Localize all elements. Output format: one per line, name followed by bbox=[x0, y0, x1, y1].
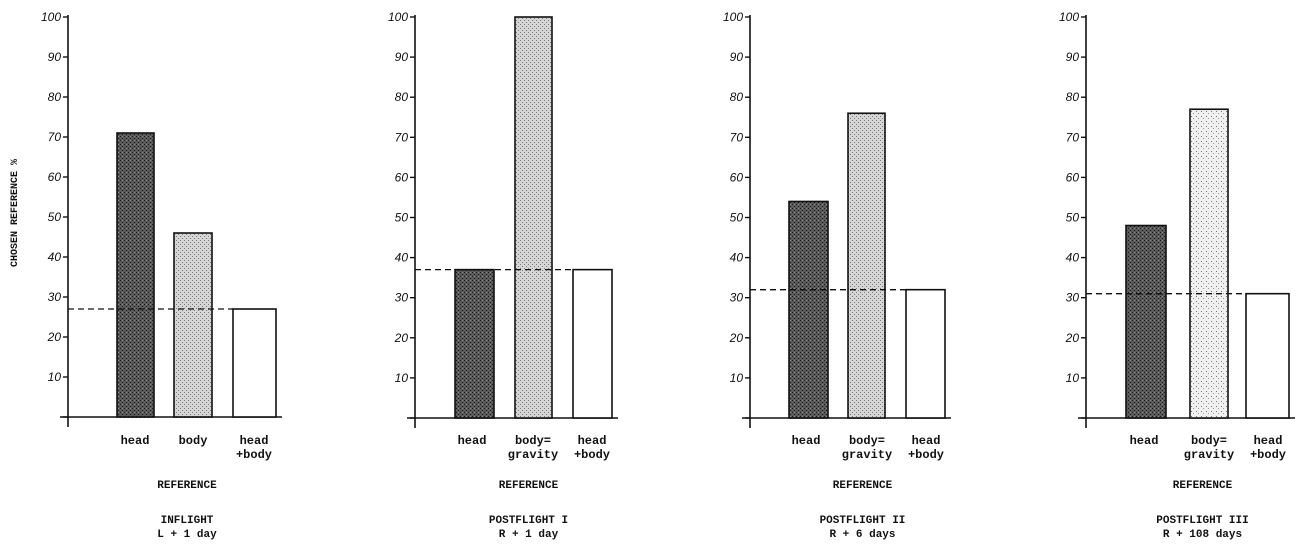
category-label: head bbox=[240, 434, 269, 448]
chart-panel-4: 10 20 30 40 50 60 70 80 90 100 head body=gravity hea… bbox=[1059, 10, 1295, 541]
y-tick-label: 90 bbox=[395, 50, 409, 64]
y-tick-label: 30 bbox=[730, 291, 744, 305]
bar-head bbox=[788, 200, 829, 419]
chart-title: R + 108 days bbox=[1163, 529, 1242, 541]
bar-bodygravity bbox=[514, 16, 553, 419]
category-label: +body bbox=[236, 448, 272, 462]
chart-title: INFLIGHT bbox=[161, 515, 214, 527]
x-axis-label: REFERENCE bbox=[1173, 480, 1233, 492]
y-tick-label: 50 bbox=[1066, 211, 1080, 225]
bar-head bbox=[116, 132, 155, 418]
y-tick-label: 100 bbox=[41, 10, 61, 24]
category-label: +body bbox=[908, 448, 944, 462]
category-label: head bbox=[578, 434, 607, 448]
y-tick-label: 10 bbox=[48, 370, 62, 384]
chart-title: POSTFLIGHT III bbox=[1156, 515, 1248, 527]
chart-title: R + 1 day bbox=[499, 529, 559, 541]
y-tick-label: 70 bbox=[730, 130, 744, 144]
category-label: head bbox=[1130, 434, 1159, 448]
category-label: gravity bbox=[842, 448, 892, 462]
y-tick-label: 30 bbox=[395, 291, 409, 305]
y-tick-label: 90 bbox=[730, 50, 744, 64]
y-tick-label: 60 bbox=[48, 170, 62, 184]
x-axis-label: REFERENCE bbox=[833, 480, 893, 492]
category-label: gravity bbox=[508, 448, 558, 462]
category-label: gravity bbox=[1184, 448, 1234, 462]
bar-head bbox=[1125, 224, 1167, 419]
bar-bodygravity bbox=[1189, 108, 1229, 419]
category-label: head bbox=[1254, 434, 1283, 448]
y-tick-label: 70 bbox=[1066, 130, 1080, 144]
chart-title: POSTFLIGHT I bbox=[489, 515, 568, 527]
y-tick-label: 10 bbox=[1066, 371, 1080, 385]
y-tick-label: 80 bbox=[1066, 90, 1080, 104]
category-label: +body bbox=[1250, 448, 1286, 462]
y-tick-label: 80 bbox=[395, 90, 409, 104]
bar-head bbox=[454, 268, 495, 419]
category-label: head bbox=[912, 434, 941, 448]
y-tick-label: 40 bbox=[730, 251, 744, 265]
bar-bodygravity bbox=[847, 112, 886, 419]
bar-headbody bbox=[905, 288, 946, 419]
y-tick-label: 30 bbox=[1066, 291, 1080, 305]
y-tick-label: 80 bbox=[730, 90, 744, 104]
y-tick-label: 10 bbox=[730, 371, 744, 385]
y-tick-label: 60 bbox=[730, 170, 744, 184]
category-label: +body bbox=[574, 448, 610, 462]
category-label: head bbox=[792, 434, 821, 448]
y-tick-label: 60 bbox=[1066, 170, 1080, 184]
y-tick-label: 50 bbox=[48, 210, 62, 224]
y-tick-label: 20 bbox=[47, 330, 62, 344]
chart-panel-3: 10 20 30 40 50 60 70 80 90 100 head body=gravity hea… bbox=[723, 10, 951, 541]
bar-headbody bbox=[572, 268, 613, 419]
bar-headbody bbox=[1245, 292, 1290, 419]
y-tick-label: 30 bbox=[48, 290, 62, 304]
y-tick-label: 100 bbox=[388, 10, 408, 24]
y-tick-label: 90 bbox=[1066, 50, 1080, 64]
y-tick-label: 50 bbox=[395, 211, 409, 225]
y-tick-label: 10 bbox=[395, 371, 409, 385]
y-tick-label: 20 bbox=[1065, 331, 1080, 345]
y-tick-label: 100 bbox=[723, 10, 743, 24]
y-tick-label: 50 bbox=[730, 211, 744, 225]
y-tick-label: 20 bbox=[394, 331, 409, 345]
category-label: head bbox=[458, 434, 487, 448]
y-tick-label: 20 bbox=[729, 331, 744, 345]
bar-headbody bbox=[232, 308, 277, 418]
y-axis-label: CHOSEN REFERENCE % bbox=[10, 159, 21, 267]
chart-title: POSTFLIGHT II bbox=[820, 515, 906, 527]
category-label: body= bbox=[1191, 434, 1227, 448]
y-tick-label: 80 bbox=[48, 90, 62, 104]
y-tick-label: 40 bbox=[48, 250, 62, 264]
y-tick-label: 70 bbox=[395, 130, 409, 144]
y-tick-label: 40 bbox=[395, 251, 409, 265]
category-label: body= bbox=[849, 434, 885, 448]
y-tick-label: 40 bbox=[1066, 251, 1080, 265]
bar-body bbox=[173, 232, 213, 418]
chart-panel-2: 10 20 30 40 50 60 70 80 90 100 head body=gravity hea… bbox=[388, 10, 618, 541]
chart-title: R + 6 days bbox=[829, 529, 895, 541]
x-axis-label: REFERENCE bbox=[499, 480, 559, 492]
chart-title: L + 1 day bbox=[157, 529, 217, 541]
y-tick-label: 100 bbox=[1059, 10, 1079, 24]
category-label: head bbox=[121, 434, 150, 448]
category-label: body bbox=[179, 434, 208, 448]
category-label: body= bbox=[515, 434, 551, 448]
x-axis-label: REFERENCE bbox=[157, 480, 217, 492]
y-tick-label: 90 bbox=[48, 50, 62, 64]
y-tick-label: 70 bbox=[48, 130, 62, 144]
y-tick-label: 60 bbox=[395, 170, 409, 184]
